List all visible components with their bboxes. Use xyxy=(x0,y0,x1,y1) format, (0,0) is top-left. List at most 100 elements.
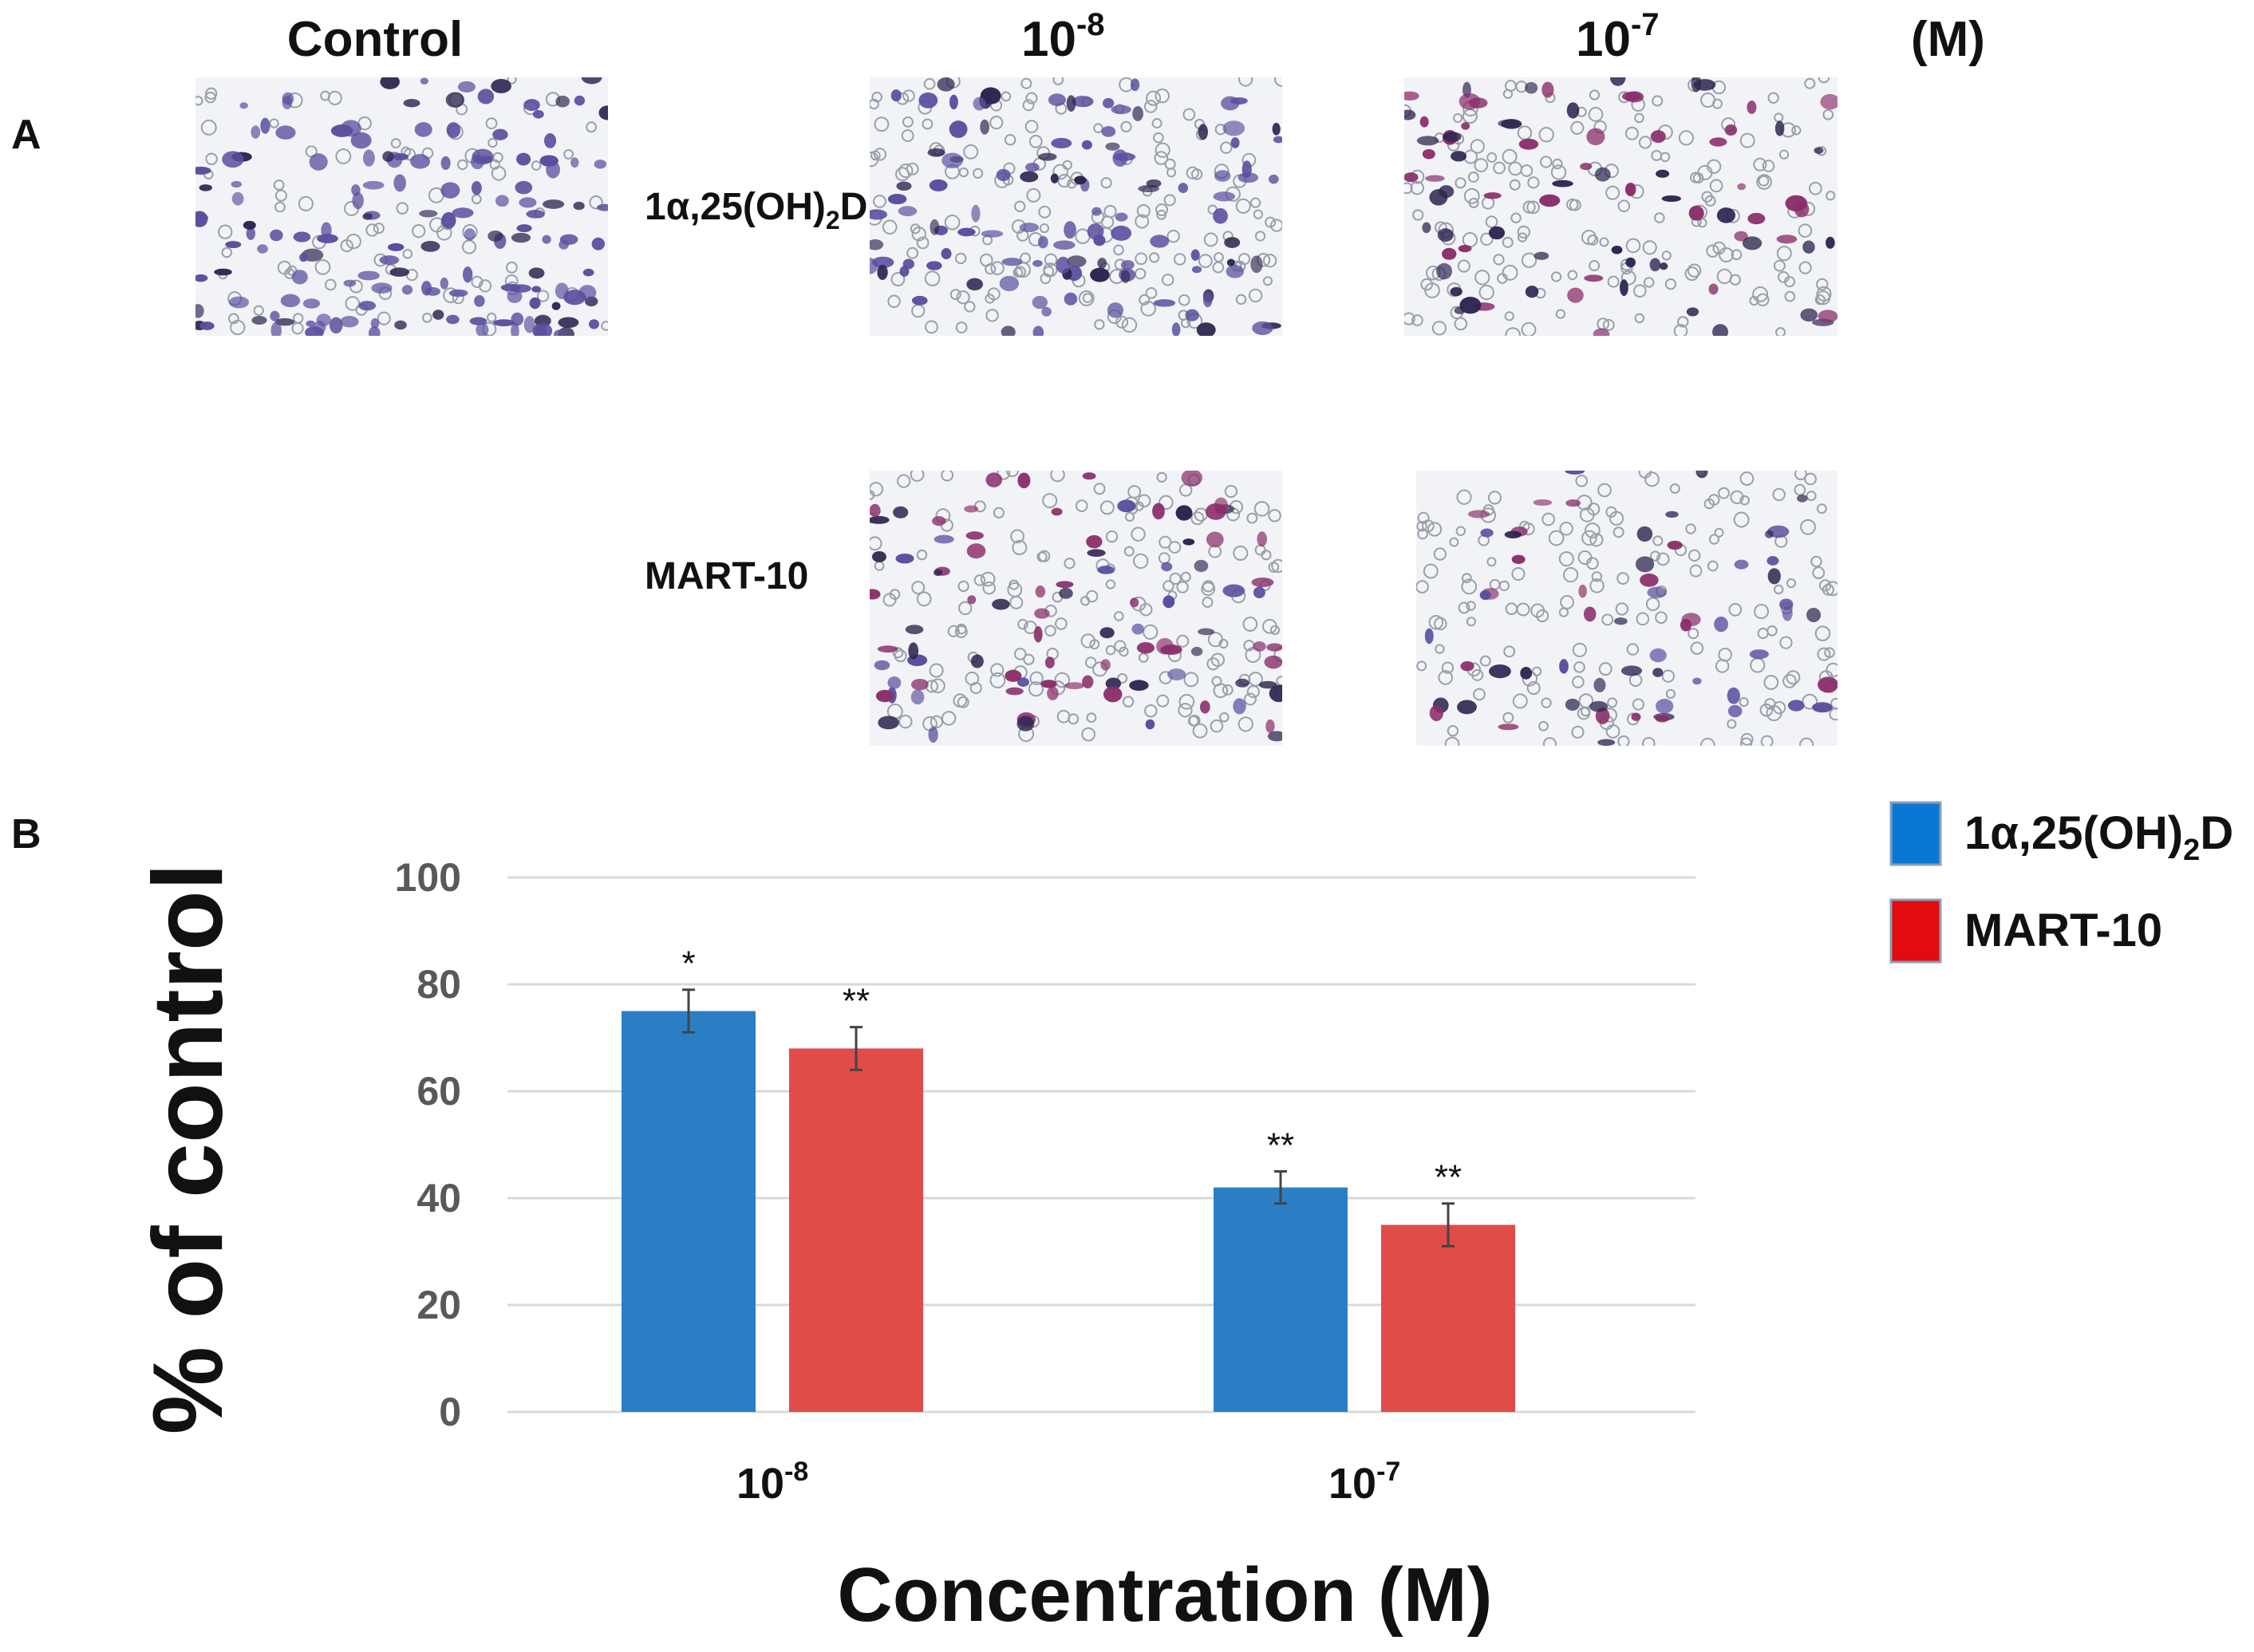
micrograph-pore xyxy=(1135,214,1150,229)
micrograph-cell xyxy=(911,295,928,306)
micrograph-cell xyxy=(306,320,315,327)
micrograph-cell xyxy=(1467,510,1490,518)
micrograph-pore xyxy=(930,678,945,694)
micrograph-pore xyxy=(1075,499,1088,512)
micrograph-pore xyxy=(1243,692,1257,706)
micrograph-cell xyxy=(251,316,267,325)
micrograph-pore xyxy=(1825,581,1838,597)
micrograph-cell xyxy=(362,180,385,190)
micrograph-cell xyxy=(1051,507,1063,516)
micrograph-cell xyxy=(1416,136,1439,146)
micrograph-cell xyxy=(870,239,884,250)
micrograph-pore xyxy=(273,179,285,191)
micrograph-pore xyxy=(1626,643,1640,656)
micrograph-cell xyxy=(1459,93,1481,110)
micrograph-cell xyxy=(1235,678,1249,688)
column-header-dose-1e-7-exp: -7 xyxy=(1631,7,1660,42)
y-tick-label-60: 60 xyxy=(416,1069,461,1114)
micrograph-pore xyxy=(1602,318,1615,331)
micrograph-pore xyxy=(1613,526,1624,538)
micrograph-pore xyxy=(1479,655,1491,667)
micrograph-cell xyxy=(594,160,607,169)
micrograph-pore xyxy=(1153,132,1164,144)
micrograph-pore xyxy=(925,320,938,334)
micrograph-pore xyxy=(1224,484,1238,499)
micrograph-cell xyxy=(199,184,212,191)
micrograph-pore xyxy=(1641,736,1656,746)
micrograph-pore xyxy=(1536,609,1549,623)
micrograph-pore xyxy=(1163,194,1176,207)
micrograph-pore xyxy=(1159,495,1174,511)
micrograph-pore xyxy=(1198,254,1213,268)
micrograph-cell xyxy=(1199,700,1210,714)
micrograph-cell xyxy=(420,77,429,85)
micrograph-cell xyxy=(410,154,431,169)
micrograph-pore xyxy=(1100,177,1112,189)
micrograph-cell xyxy=(1273,136,1282,144)
micrograph-pore xyxy=(487,312,497,323)
micrograph-cell xyxy=(1257,531,1268,547)
micrograph-cell xyxy=(1194,559,1209,573)
micrograph-cell xyxy=(1111,104,1131,115)
micrograph-pore xyxy=(1634,313,1645,324)
micrograph-cell xyxy=(1072,96,1094,108)
micrograph-cell xyxy=(555,282,569,299)
micrograph-cell xyxy=(1498,119,1520,128)
micrograph-cell xyxy=(930,219,940,235)
micrograph-pore xyxy=(1474,270,1490,286)
micrograph-pore xyxy=(1028,134,1043,148)
micrograph-pore xyxy=(1607,697,1618,708)
micrograph-pore xyxy=(298,195,314,211)
micrograph-cell xyxy=(523,99,540,112)
micrograph-pore xyxy=(586,121,598,133)
micrograph-cell xyxy=(251,125,261,139)
micrograph-cell xyxy=(1038,152,1057,161)
micrograph-pore xyxy=(1699,737,1715,746)
micrograph-cell xyxy=(1624,183,1636,196)
micrograph-pore xyxy=(1709,179,1723,193)
micrograph-cell xyxy=(1226,264,1245,278)
micrograph-pore xyxy=(205,152,218,166)
micrograph-pore xyxy=(1010,529,1024,544)
micrograph-pore xyxy=(1187,715,1199,727)
micrograph-cell xyxy=(559,239,569,250)
micrograph-pore xyxy=(1697,164,1713,180)
micrograph-pore xyxy=(1201,582,1216,597)
micrograph-pore xyxy=(531,160,542,171)
micrograph-pore xyxy=(955,321,968,333)
micrograph-cell xyxy=(243,220,256,230)
micrograph-pore xyxy=(1678,130,1695,146)
micrograph-pore xyxy=(1777,270,1790,283)
micrograph-cell xyxy=(1101,126,1116,137)
micrograph-pore xyxy=(906,246,919,259)
micrograph-cell xyxy=(1567,287,1584,303)
micrograph-cell xyxy=(1206,531,1224,548)
micrograph-pore xyxy=(973,574,986,586)
micrograph-pore xyxy=(1454,317,1468,331)
y-tick-label-20: 20 xyxy=(416,1283,461,1327)
micrograph-cell xyxy=(1044,656,1055,668)
micrograph-pore xyxy=(1178,693,1195,710)
micrograph-pore xyxy=(1084,656,1097,668)
micrograph-cell xyxy=(1818,310,1838,323)
micrograph-cell xyxy=(403,99,420,108)
micrograph-pore xyxy=(1265,216,1277,228)
micrograph-cell xyxy=(1437,228,1454,242)
micrograph-cell xyxy=(929,179,948,191)
micrograph-cell xyxy=(1198,124,1208,140)
micrograph-pore xyxy=(897,474,911,488)
micrograph-pore xyxy=(1707,560,1719,572)
micrograph-pore xyxy=(1447,724,1459,737)
micrograph-cell xyxy=(507,290,523,304)
micrograph-pore xyxy=(1080,633,1096,649)
micrograph-pore xyxy=(1806,491,1817,502)
micrograph-cell xyxy=(445,92,464,108)
micrograph-cell xyxy=(1053,240,1076,250)
micrograph-pore xyxy=(1404,182,1413,195)
micrograph-pore xyxy=(1416,580,1429,593)
micrograph-cell xyxy=(1724,124,1738,136)
micrograph-cell xyxy=(1589,700,1609,712)
micrograph-cell xyxy=(985,472,1003,487)
micrograph-cell xyxy=(1695,471,1708,479)
micrograph-cell xyxy=(270,321,282,336)
